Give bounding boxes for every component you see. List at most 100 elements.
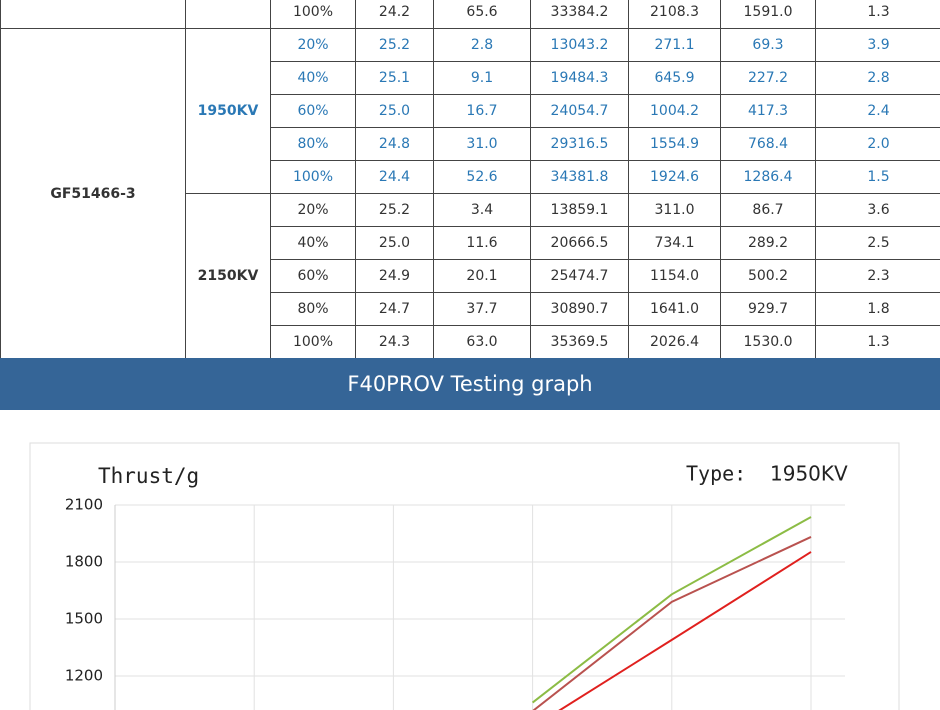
table-row: 100% 24.2 65.6 33384.2 2108.3 1591.0 1.3 [0,0,940,29]
series-line [531,516,812,704]
data-cell: 645.9 [628,61,721,95]
data-cell: 20% [270,28,356,62]
data-cell: 3.6 [815,193,940,227]
spec-table: 100% 24.2 65.6 33384.2 2108.3 1591.0 1.3 GF5146… [0,0,940,358]
data-cell: 35369.5 [530,325,629,358]
data-cell: 33384.2 [530,0,629,29]
model-cell: GF51466-3 [0,28,186,358]
data-cell: 30890.7 [530,292,629,326]
y-tick-label: 1800 [65,552,103,570]
data-cell: 20666.5 [530,226,629,260]
data-cell: 289.2 [720,226,816,260]
data-cell: 31.0 [433,127,531,161]
data-cell: 3.9 [815,28,940,62]
data-cell: 734.1 [628,226,721,260]
y-axis-label: Thrust/g [98,464,199,488]
data-cell: 100% [270,325,356,358]
data-cell: 13859.1 [530,193,629,227]
data-cell: 1.8 [815,292,940,326]
data-cell: 311.0 [628,193,721,227]
section-banner: F40PROV Testing graph [0,358,940,410]
data-cell: 1.5 [815,160,940,194]
y-tick-label: 1200 [65,666,103,684]
data-cell: 19484.3 [530,61,629,95]
data-cell: 60% [270,94,356,128]
data-cell: 2.0 [815,127,940,161]
data-cell: 500.2 [720,259,816,293]
data-cell: 1.3 [815,325,940,358]
data-cell: 768.4 [720,127,816,161]
data-cell: 2108.3 [628,0,721,29]
data-cell: 20% [270,193,356,227]
data-cell: 24.4 [355,160,434,194]
data-cell: 2.3 [815,259,940,293]
data-cell: 60% [270,259,356,293]
data-cell: 24.3 [355,325,434,358]
data-cell: 29316.5 [530,127,629,161]
data-cell: 37.7 [433,292,531,326]
data-cell: 2.4 [815,94,940,128]
data-cell: 1154.0 [628,259,721,293]
table-row: 60% 25.0 16.7 24054.7 1004.2 417.3 2.4 [1,94,940,128]
data-cell: 34381.8 [530,160,629,194]
data-cell: 69.3 [720,28,816,62]
data-cell: 25.2 [355,193,434,227]
table-row: 80% 24.8 31.0 29316.5 1554.9 768.4 2.0 [1,127,940,161]
data-cell: 25.0 [355,226,434,260]
data-cell: 1641.0 [628,292,721,326]
y-tick-label: 1500 [65,609,103,627]
table-row: GF51466-3 1950KV 20% 25.2 2.8 13043.2 271.1 69.… [0,28,940,358]
data-cell: 2.8 [815,61,940,95]
data-cell: 40% [270,61,356,95]
data-cell: 1554.9 [628,127,721,161]
data-cell: 929.7 [720,292,816,326]
type-label: Type: [686,462,746,486]
kv-cell: 2150KV [185,193,271,358]
data-cell: 3.4 [433,193,531,227]
data-cell: 63.0 [433,325,531,358]
data-cell: 1286.4 [720,160,816,194]
data-cell: 65.6 [433,0,531,29]
chart-panel [29,442,900,710]
model-cell [0,0,186,29]
data-cell: 2026.4 [628,325,721,358]
series-line [558,551,812,710]
data-cell: 52.6 [433,160,531,194]
plot-lines [531,516,812,710]
data-cell: 25.1 [355,61,434,95]
data-cell: 25474.7 [530,259,629,293]
series-line [532,536,812,710]
data-cell: 1591.0 [720,0,816,29]
data-cell: 417.3 [720,94,816,128]
data-cell: 13043.2 [530,28,629,62]
data-cell: 271.1 [628,28,721,62]
kv-cell: 1950KV [185,28,271,194]
data-cell: 100% [270,160,356,194]
data-cell: 80% [270,292,356,326]
chart: Thrust/g Type: 1950KV 1200 1500 1800 2100 [29,442,900,710]
type-value: 1950KV [770,462,848,486]
data-cell: 1004.2 [628,94,721,128]
data-cell: 11.6 [433,226,531,260]
data-cell: 20.1 [433,259,531,293]
data-cell: 16.7 [433,94,531,128]
data-cell: 2.5 [815,226,940,260]
data-cell: 2.8 [433,28,531,62]
data-cell: 227.2 [720,61,816,95]
data-cell: 24054.7 [530,94,629,128]
data-cell: 40% [270,226,356,260]
data-cell: 86.7 [720,193,816,227]
data-cell: 24.7 [355,292,434,326]
data-cell: 1530.0 [720,325,816,358]
data-cell: 24.8 [355,127,434,161]
data-cell: 1.3 [815,0,940,29]
y-tick-label: 2100 [65,496,103,514]
data-cell: 100% [270,0,356,29]
data-cell: 9.1 [433,61,531,95]
table-row: 100% 24.3 63.0 35369.5 2026.4 1530.0 1.3 [1,325,940,358]
data-cell: 1924.6 [628,160,721,194]
data-cell: 25.2 [355,28,434,62]
data-cell: 24.2 [355,0,434,29]
data-cell: 25.0 [355,94,434,128]
table-row: 40% 25.0 11.6 20666.5 734.1 289.2 2.5 [1,226,940,260]
